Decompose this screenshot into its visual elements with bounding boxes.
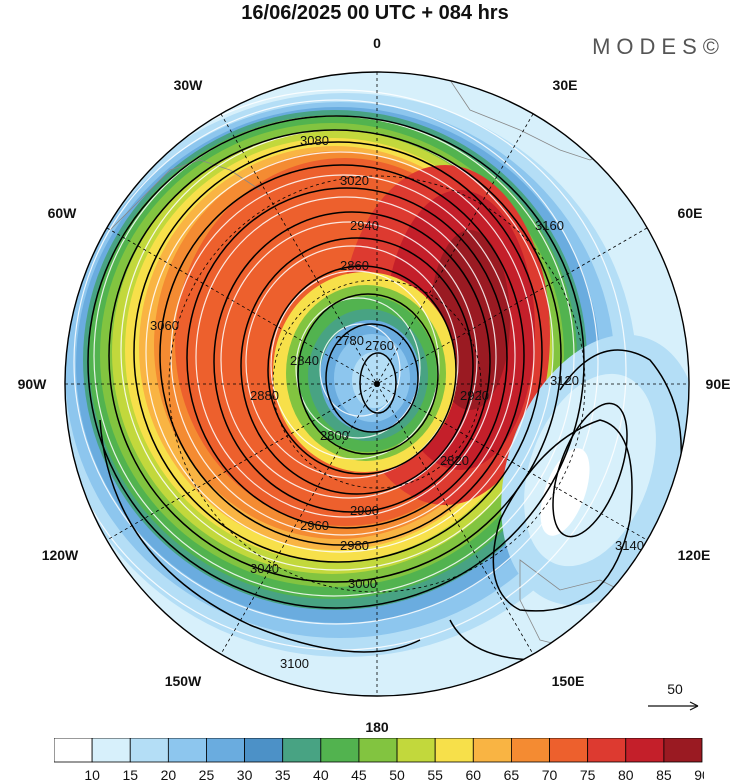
lon-label-180: 180 bbox=[365, 719, 389, 735]
contour-labels: 2760 2780 2800 2820 2840 2860 2880 2900 … bbox=[150, 133, 644, 671]
lon-label-150w: 150W bbox=[165, 673, 202, 689]
lon-label-60w: 60W bbox=[48, 205, 78, 221]
reference-vector-label: 50 bbox=[667, 681, 683, 697]
colorbar-tick-label: 90 bbox=[694, 767, 704, 782]
lon-label-90e: 90E bbox=[706, 376, 731, 392]
lon-label-120e: 120E bbox=[678, 547, 711, 563]
colorbar-cell bbox=[625, 738, 665, 763]
contour-label: 2880 bbox=[250, 388, 279, 403]
map-title: 16/06/2025 00 UTC + 084 hrs bbox=[241, 2, 509, 24]
colorbar-tick-label: 80 bbox=[618, 767, 634, 782]
colorbar: 10 15 20 25 30 35 40 45 50 55 60 65 70 75 80 85 90 bbox=[54, 738, 704, 782]
map-border bbox=[64, 71, 690, 697]
colorbar-tick-label: 40 bbox=[313, 767, 329, 782]
colorbar-tick-label: 20 bbox=[161, 767, 177, 782]
colorbar-cell bbox=[549, 738, 589, 763]
colorbar-cell bbox=[206, 738, 245, 763]
colorbar-cell bbox=[434, 738, 474, 763]
contour-label: 3160 bbox=[535, 218, 564, 233]
colorbar-tick-label: 55 bbox=[427, 767, 443, 782]
colorbar-cells bbox=[54, 738, 703, 763]
colorbar-tick-label: 50 bbox=[389, 767, 405, 782]
colorbar-tick-label: 45 bbox=[351, 767, 367, 782]
colorbar-tick-label: 15 bbox=[122, 767, 138, 782]
colorbar-tick-label: 70 bbox=[542, 767, 558, 782]
colorbar-cell bbox=[396, 738, 436, 763]
colorbar-ticks: 10 15 20 25 30 35 40 45 50 55 60 65 70 75 80 85 90 bbox=[84, 767, 704, 782]
colorbar-cell bbox=[472, 738, 512, 763]
contour-label: 3020 bbox=[340, 173, 369, 188]
contour-label: 2940 bbox=[350, 218, 379, 233]
contour-label: 3080 bbox=[300, 133, 329, 148]
colorbar-tick-label: 60 bbox=[466, 767, 482, 782]
colorbar-tick-label: 35 bbox=[275, 767, 291, 782]
longitude-labels: 0 30E 60E 90E 120E 150E 180 150W 120W 90… bbox=[18, 35, 731, 735]
reference-vector: 50 bbox=[648, 681, 699, 711]
pole-marker bbox=[374, 381, 380, 387]
lon-label-30e: 30E bbox=[553, 77, 578, 93]
contour-label: 2960 bbox=[300, 518, 329, 533]
contour-label: 2840 bbox=[290, 353, 319, 368]
colorbar-cell bbox=[129, 738, 169, 763]
contour-label: 2980 bbox=[340, 538, 369, 553]
contour-label: 3100 bbox=[280, 656, 309, 671]
colorbar-cell bbox=[511, 738, 550, 763]
colorbar-cell bbox=[663, 738, 703, 763]
colorbar-cell bbox=[167, 738, 207, 763]
contour-label: 2920 bbox=[460, 388, 489, 403]
colorbar-cell bbox=[244, 738, 284, 763]
lon-label-90w: 90W bbox=[18, 376, 48, 392]
colorbar-tick-label: 25 bbox=[199, 767, 215, 782]
lon-label-60e: 60E bbox=[678, 205, 703, 221]
arrow-right-icon bbox=[689, 701, 699, 711]
contour-label: 3060 bbox=[150, 318, 179, 333]
colorbar-cell bbox=[54, 738, 93, 763]
lon-label-150e: 150E bbox=[552, 673, 585, 689]
contour-label: 3000 bbox=[348, 576, 377, 591]
colorbar-tick-label: 65 bbox=[504, 767, 520, 782]
colorbar-tick-label: 85 bbox=[656, 767, 672, 782]
colorbar-cell bbox=[91, 738, 131, 763]
colorbar-cell bbox=[320, 738, 360, 763]
lon-label-30w: 30W bbox=[174, 77, 204, 93]
contour-label: 2800 bbox=[320, 428, 349, 443]
colorbar-tick-label: 30 bbox=[237, 767, 253, 782]
contour-label: 2820 bbox=[440, 453, 469, 468]
contour-label: 3040 bbox=[250, 561, 279, 576]
brand-logo: MODES© bbox=[592, 34, 725, 59]
colorbar-cell bbox=[282, 738, 322, 763]
polar-map: 2760 2780 2800 2820 2840 2860 2880 2900 … bbox=[18, 35, 731, 735]
contour-label: 2860 bbox=[340, 258, 369, 273]
lon-label-120w: 120W bbox=[42, 547, 79, 563]
colorbar-tick-label: 10 bbox=[84, 767, 100, 782]
lon-label-0: 0 bbox=[373, 35, 381, 51]
contour-label: 2900 bbox=[350, 503, 379, 518]
contour-label: 3140 bbox=[615, 538, 644, 553]
contour-label: 3120 bbox=[550, 373, 579, 388]
colorbar-cell bbox=[358, 738, 398, 763]
colorbar-cell bbox=[587, 738, 627, 763]
contour-label: 2780 bbox=[335, 333, 364, 348]
contour-label: 2760 bbox=[365, 338, 394, 353]
colorbar-tick-label: 75 bbox=[580, 767, 596, 782]
